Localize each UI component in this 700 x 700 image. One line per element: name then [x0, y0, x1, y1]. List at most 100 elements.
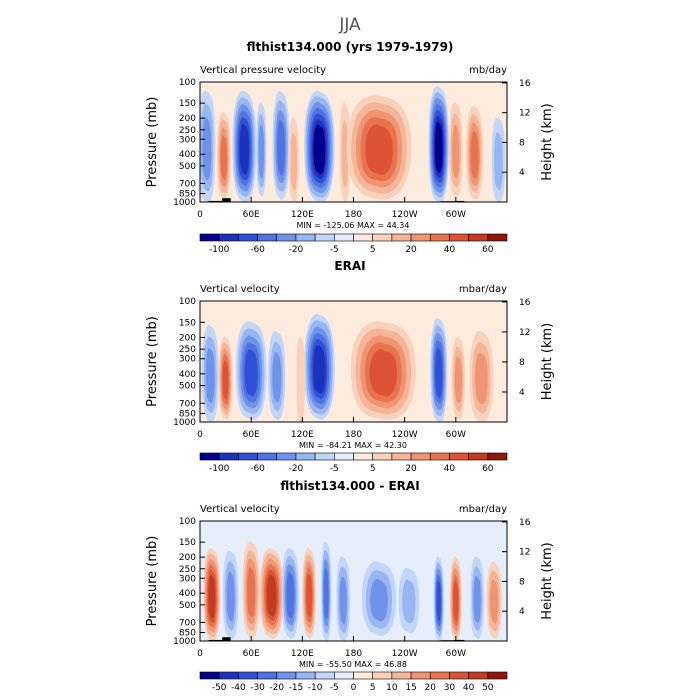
x-tick-label: 0	[197, 430, 203, 440]
colorbar-label: -30	[250, 683, 265, 693]
y2-tick-label: 4	[519, 388, 525, 398]
y-tick-label: 1000	[173, 198, 196, 208]
colorbar-swatch	[487, 671, 508, 680]
descent-contour	[208, 575, 216, 619]
y2-axis-label: Height (km)	[540, 542, 555, 619]
colorbar-swatch	[276, 233, 297, 242]
colorbar-label: -100	[209, 245, 230, 255]
colorbar-label: 40	[463, 683, 475, 693]
colorbar-swatch	[257, 452, 278, 461]
ascent-contour	[313, 345, 326, 394]
descent-contour	[475, 352, 488, 405]
descent-contour	[247, 567, 256, 618]
descent-contour	[454, 356, 462, 404]
x-tick-label: 60E	[243, 210, 260, 220]
colorbar-label: 40	[444, 464, 456, 474]
y2-axis-label: Height (km)	[540, 103, 555, 180]
colorbar-swatch	[410, 452, 431, 461]
descent-contour	[365, 124, 393, 176]
y-tick-label: 150	[179, 318, 196, 328]
x-tick-label: 0	[197, 210, 203, 220]
colorbar-label: 10	[386, 683, 398, 693]
colorbar-label: 50	[482, 683, 494, 693]
colorbar-swatch	[276, 671, 297, 680]
colorbar-swatch	[372, 671, 393, 680]
colorbar-swatch	[199, 671, 220, 680]
figure-title: JJA	[338, 15, 361, 35]
colorbar-label: 15	[405, 683, 416, 693]
y-tick-label: 150	[179, 99, 196, 109]
colorbar-swatch	[295, 452, 316, 461]
colorbar-swatch	[391, 671, 412, 680]
y-tick-label: 400	[179, 370, 196, 380]
topography-block	[222, 637, 231, 641]
y-tick-label: 100	[179, 297, 196, 307]
panels: flthist134.000 (yrs 1979-1979) Vertical p…	[145, 40, 555, 693]
min-max-label: MIN = -84.21 MAX = 42.30	[299, 441, 407, 450]
colorbar-swatch	[391, 452, 412, 461]
colorbar-label: -40	[231, 683, 246, 693]
colorbar-label: 5	[370, 245, 376, 255]
colorbar-swatch	[314, 671, 335, 680]
colorbar-swatch	[295, 233, 316, 242]
colorbar-swatch	[391, 233, 412, 242]
y-tick-label: 1000	[173, 637, 196, 647]
ascent-contour	[244, 349, 258, 397]
panel-left-label: Vertical pressure velocity	[200, 65, 326, 76]
panel-units-label: mbar/day	[459, 504, 507, 515]
topography-block	[454, 200, 465, 202]
topography-block	[208, 639, 224, 641]
x-tick-label: 180	[345, 649, 362, 659]
colorbar-label: -5	[330, 464, 339, 474]
ascent-contour	[370, 578, 388, 622]
colorbar-swatch	[449, 452, 469, 461]
colorbar-swatch	[429, 233, 450, 242]
colorbar-label: -100	[209, 464, 230, 474]
colorbar-swatch	[487, 452, 508, 461]
x-tick-label: 60E	[243, 649, 260, 659]
colorbar-swatch	[468, 452, 489, 461]
colorbar-swatch	[314, 452, 335, 461]
descent-contour	[490, 579, 499, 624]
colorbar-label: -60	[250, 464, 265, 474]
topography-block	[222, 198, 231, 202]
panel-units-label: mb/day	[469, 65, 507, 76]
y-tick-label: 850	[179, 190, 196, 200]
colorbar-label: 20	[425, 683, 437, 693]
colorbar-swatch	[334, 671, 354, 680]
colorbar-swatch	[410, 233, 431, 242]
colorbar-swatch	[334, 233, 354, 242]
panel-units-label: mbar/day	[459, 284, 507, 295]
colorbar-swatch	[238, 452, 258, 461]
panel-title: flthist134.000 (yrs 1979-1979)	[247, 40, 454, 54]
panel-left-label: Vertical velocity	[200, 504, 280, 515]
colorbar-label: -15	[289, 683, 304, 693]
y-tick-label: 850	[179, 409, 196, 419]
colorbar-swatch	[314, 233, 335, 242]
ascent-contour	[272, 351, 282, 403]
y-axis-label: Pressure (mb)	[145, 536, 160, 627]
colorbar-swatch	[429, 671, 450, 680]
colorbar-swatch	[468, 233, 489, 242]
y-tick-label: 250	[179, 345, 196, 355]
topography-block	[208, 200, 224, 202]
y-tick-label: 850	[179, 629, 196, 639]
y-tick-label: 200	[179, 553, 196, 563]
panel-left-label: Vertical velocity	[200, 284, 280, 295]
y-tick-label: 500	[179, 601, 196, 611]
y-tick-label: 400	[179, 589, 196, 599]
descent-contour	[290, 132, 298, 190]
ascent-contour	[226, 571, 235, 622]
x-tick-label: 120E	[291, 430, 314, 440]
y2-tick-label: 16	[519, 79, 531, 89]
x-tick-label: 120E	[291, 649, 314, 659]
y-tick-label: 250	[179, 126, 196, 136]
colorbar-swatch	[449, 671, 469, 680]
descent-contour	[220, 135, 228, 181]
ascent-contour	[339, 576, 347, 625]
colorbar-swatch	[218, 233, 239, 242]
y2-tick-label: 8	[519, 577, 525, 587]
y2-axis-label: Height (km)	[540, 323, 555, 400]
